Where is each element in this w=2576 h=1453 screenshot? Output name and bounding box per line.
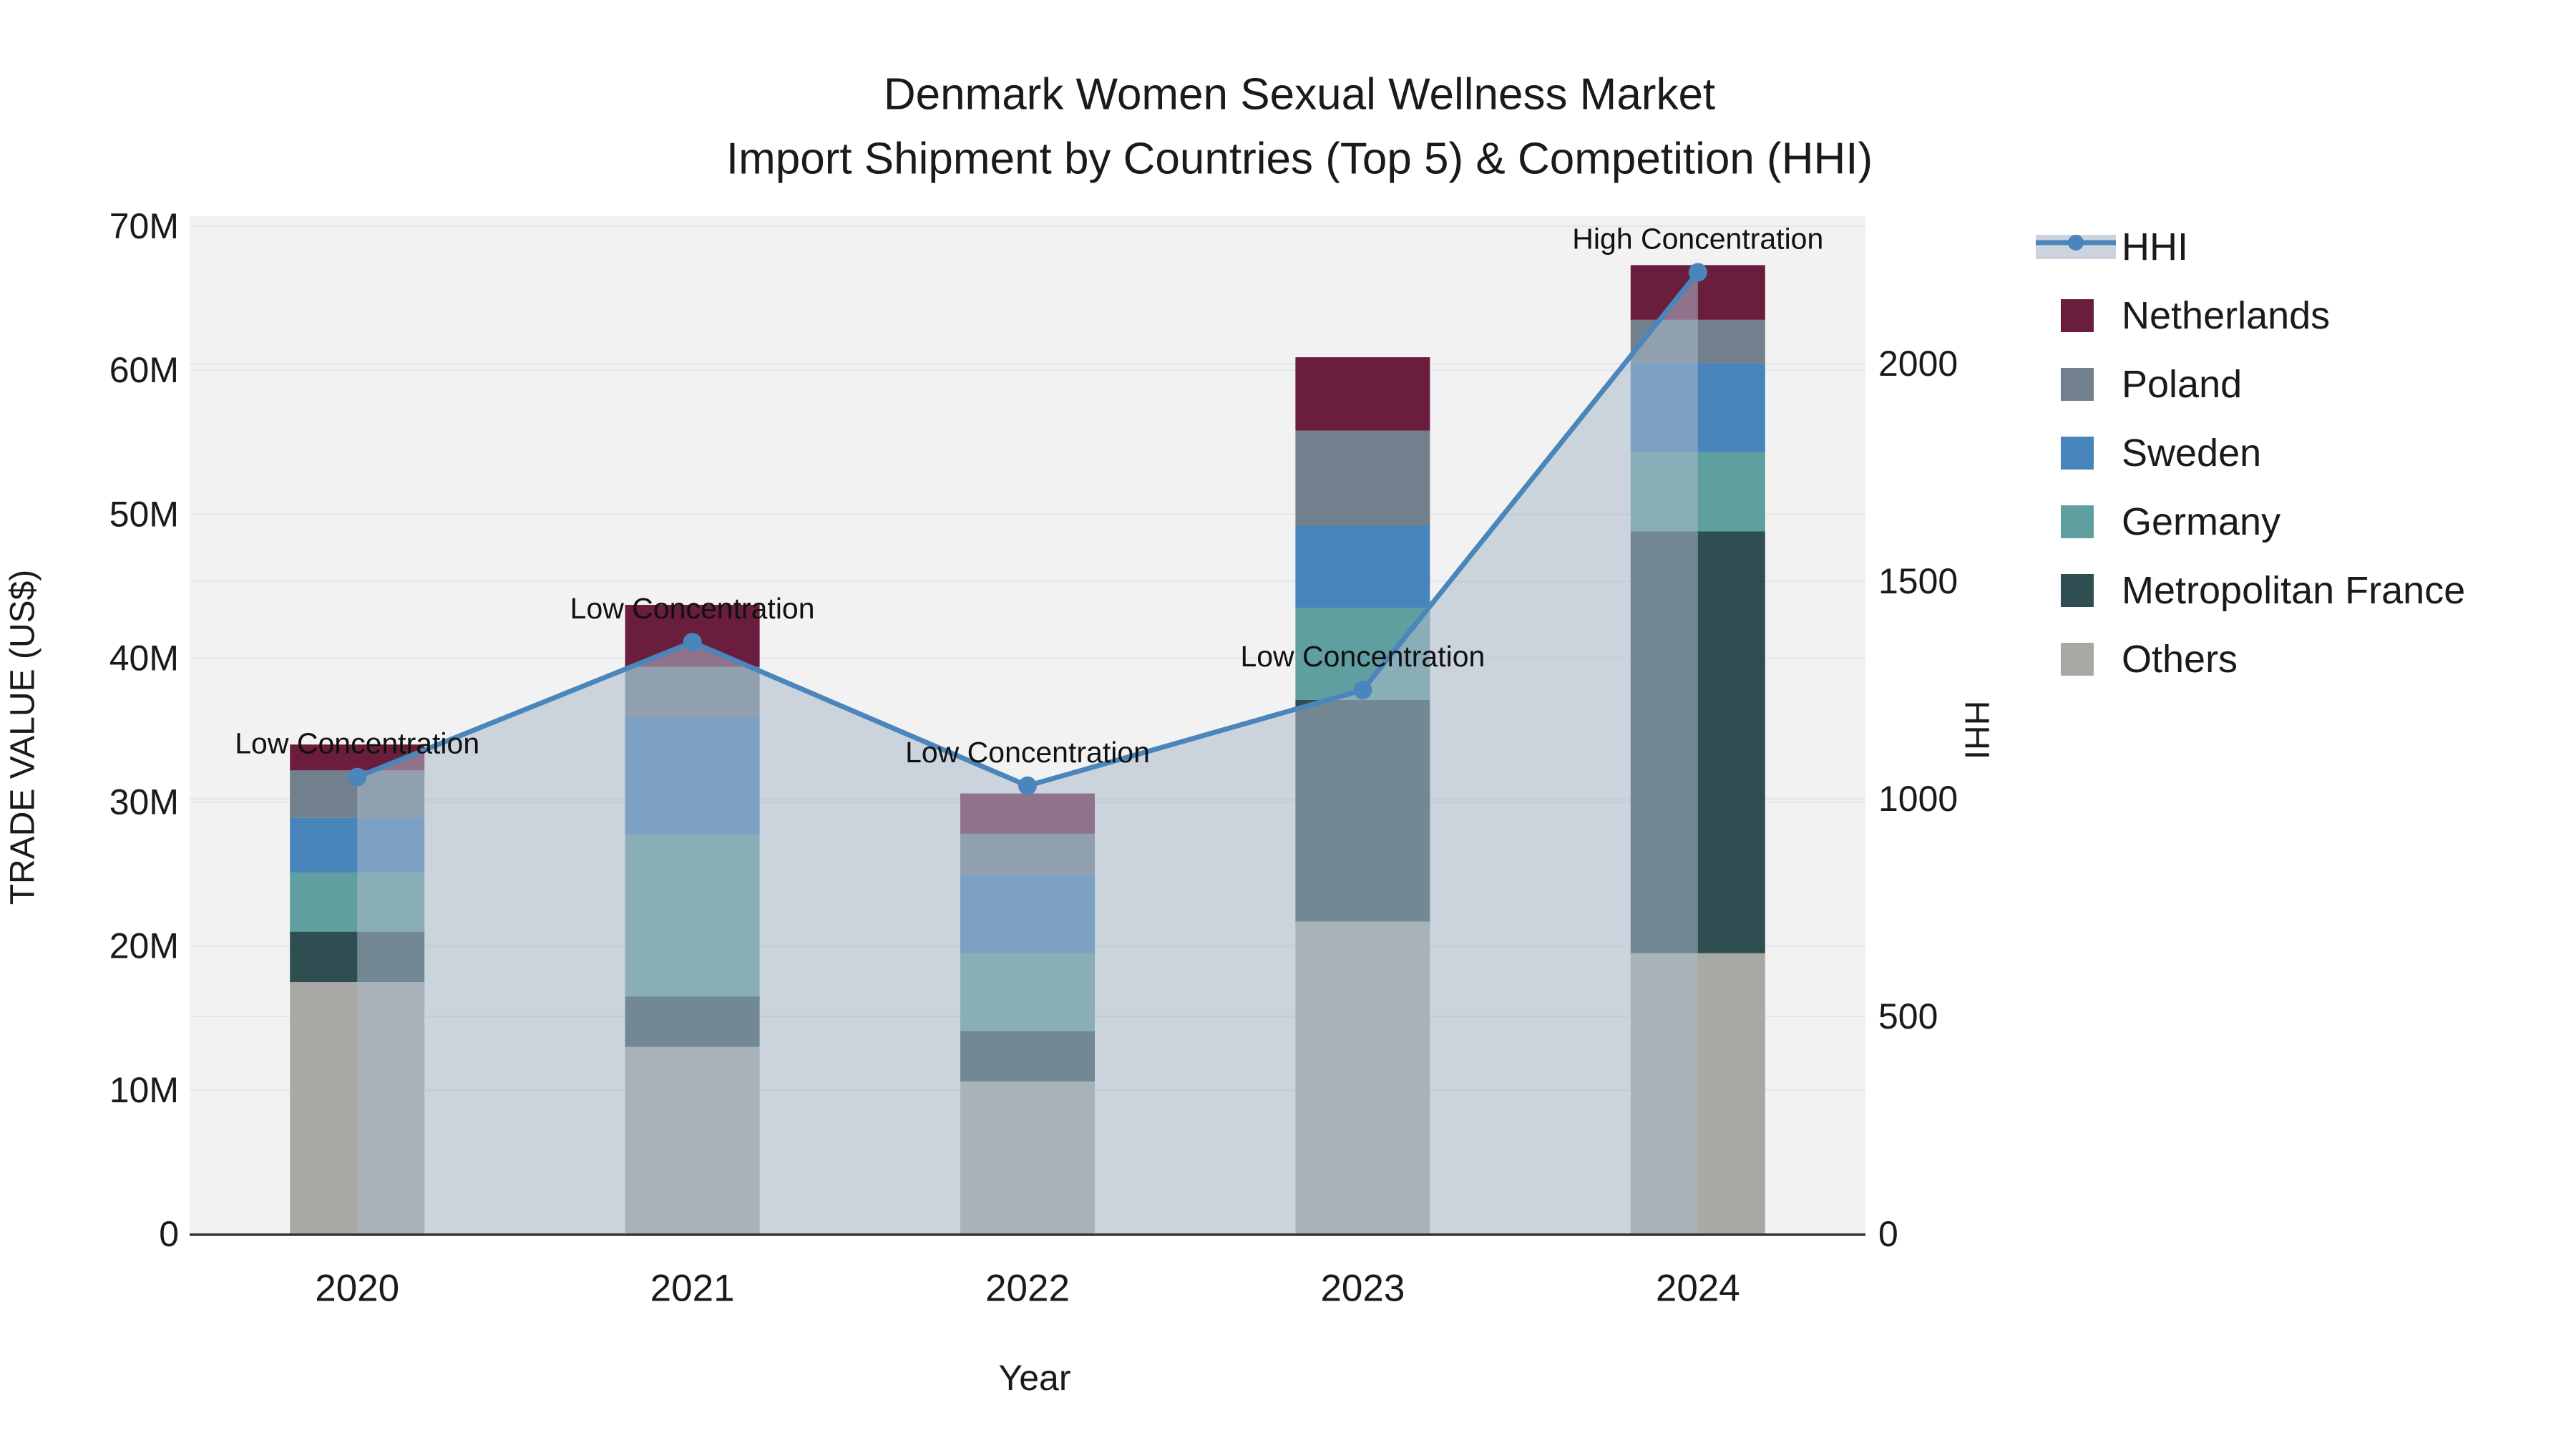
legend-swatch-germany: [2061, 505, 2094, 538]
legend-item-metropolitan-france: Metropolitan France: [2061, 569, 2465, 612]
y-right-tick-0: 0: [1878, 1214, 1898, 1254]
y-right-tick-500: 500: [1878, 996, 1938, 1036]
bar-segment-2023-netherlands: [1295, 357, 1430, 431]
legend-item-netherlands: Netherlands: [2061, 294, 2330, 337]
y-left-tick-0: 0: [159, 1214, 179, 1254]
legend-swatch-others: [2061, 643, 2094, 676]
legend-swatch-netherlands: [2061, 299, 2094, 332]
y-left-tick-70M: 70M: [109, 206, 179, 246]
legend-swatch-sweden: [2061, 437, 2094, 470]
legend-item-sweden: Sweden: [2061, 432, 2261, 475]
x-tick-2020: 2020: [315, 1268, 399, 1310]
bar-segment-2023-poland: [1295, 430, 1430, 526]
y-right-tick-1500: 1500: [1878, 561, 1958, 601]
legend-item-others: Others: [2061, 638, 2238, 681]
annotation-2024: High Concentration: [1572, 222, 1823, 255]
hhi-marker-2024: [1688, 263, 1707, 282]
chart-title-line1: Denmark Women Sexual Wellness Market: [884, 70, 1715, 120]
x-tick-2023: 2023: [1320, 1268, 1405, 1310]
y-left-tick-40M: 40M: [109, 638, 179, 678]
legend-swatch-poland: [2061, 368, 2094, 401]
y-right-axis-title: HHI: [1958, 701, 1996, 760]
x-tick-2022: 2022: [985, 1268, 1070, 1310]
legend-label-others: Others: [2122, 638, 2238, 681]
legend-label-germany: Germany: [2122, 500, 2280, 543]
x-tick-2021: 2021: [650, 1268, 735, 1310]
y-left-axis-title: TRADE VALUE (US$): [4, 570, 42, 905]
legend-item-hhi: HHI: [2036, 225, 2188, 268]
legend-swatch-metropolitan-france: [2061, 574, 2094, 607]
x-tick-2024: 2024: [1656, 1268, 1740, 1310]
y-left-tick-20M: 20M: [109, 926, 179, 966]
hhi-marker-2023: [1353, 681, 1372, 700]
x-axis-title: Year: [998, 1358, 1070, 1398]
bar-segment-2023-sweden: [1295, 525, 1430, 608]
y-right-tick-1000: 1000: [1878, 779, 1958, 819]
annotation-2023: Low Concentration: [1240, 640, 1485, 673]
legend-label-poland: Poland: [2122, 363, 2242, 406]
legend-label-metropolitan-france: Metropolitan France: [2122, 569, 2465, 612]
legend-hhi-marker-swatch: [2068, 235, 2084, 251]
annotation-2020: Low Concentration: [235, 727, 479, 760]
annotation-2021: Low Concentration: [570, 592, 815, 625]
hhi-marker-2020: [348, 767, 367, 787]
hhi-area-fill: [357, 272, 1698, 1235]
legend-label-sweden: Sweden: [2122, 432, 2261, 475]
y-right-tick-2000: 2000: [1878, 344, 1958, 384]
y-left-tick-60M: 60M: [109, 350, 179, 390]
hhi-marker-2021: [683, 633, 702, 652]
y-left-tick-50M: 50M: [109, 494, 179, 534]
annotation-2022: Low Concentration: [905, 736, 1150, 769]
legend-label-hhi: HHI: [2122, 225, 2188, 268]
hhi-marker-2022: [1018, 776, 1037, 795]
legend-item-poland: Poland: [2061, 363, 2242, 406]
y-left-tick-30M: 30M: [109, 782, 179, 822]
chart-title-line2: Import Shipment by Countries (Top 5) & C…: [726, 135, 1873, 184]
legend-item-germany: Germany: [2061, 500, 2280, 543]
y-left-tick-10M: 10M: [109, 1070, 179, 1110]
legend-label-netherlands: Netherlands: [2122, 294, 2330, 337]
